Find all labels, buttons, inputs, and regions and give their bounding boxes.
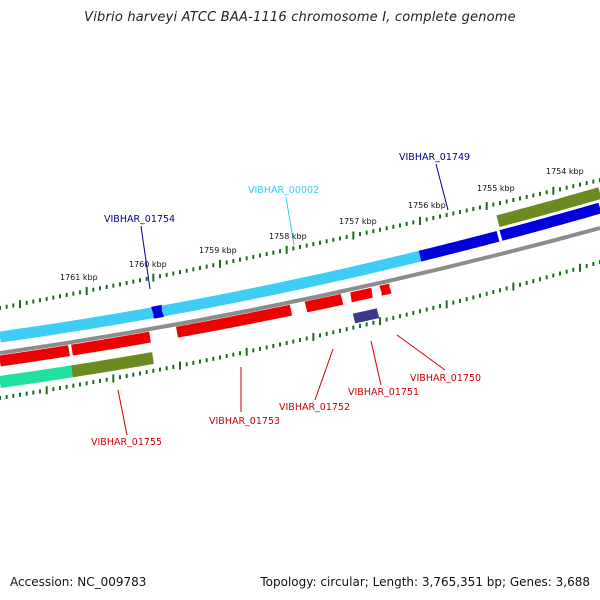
gene-vibhar-01755 <box>71 352 154 378</box>
gene-vibhar-01755-red <box>71 331 151 356</box>
scale-label-1761: 1761 kbp <box>60 273 98 282</box>
gene-label-vibhar-01750[interactable]: VIBHAR_01750 <box>410 373 481 384</box>
gene-label-vibhar-01754[interactable]: VIBHAR_01754 <box>104 214 175 225</box>
scale-label-1757: 1757 kbp <box>339 217 377 226</box>
tick-layer <box>0 178 600 400</box>
scale-label-1759: 1759 kbp <box>199 246 237 255</box>
gene-slate <box>352 308 380 324</box>
gene-left-red <box>0 345 70 367</box>
scale-label-1758: 1758 kbp <box>269 232 307 241</box>
chromosome-backbone <box>0 226 600 355</box>
leader-line-1 <box>285 196 295 246</box>
scale-label-1760: 1760 kbp <box>129 260 167 269</box>
scale-label-1754: 1754 kbp <box>546 167 584 176</box>
genome-summary-text: Topology: circular; Length: 3,765,351 bp… <box>260 575 590 589</box>
gene-vibhar-01749-b <box>499 202 600 241</box>
label-leader-layer <box>117 163 449 436</box>
leader-line-0 <box>140 225 151 290</box>
gene-label-vibhar-01749[interactable]: VIBHAR_01749 <box>399 152 470 163</box>
scale-label-1756: 1756 kbp <box>408 201 446 210</box>
gene-label-vibhar-01751[interactable]: VIBHAR_01751 <box>348 387 419 398</box>
gene-vibhar-01753 <box>176 304 293 338</box>
gene-label-vibhar-01755[interactable]: VIBHAR_01755 <box>91 437 162 448</box>
gene-olive-upper <box>496 187 600 228</box>
map-title: Vibrio harveyi ATCC BAA-1116 chromosome … <box>84 10 516 25</box>
leader-line-5 <box>314 348 334 401</box>
gene-vibhar-01754 <box>151 305 164 319</box>
gene-vibhar-00002 <box>0 250 422 343</box>
leader-line-6 <box>370 340 382 386</box>
gene-label-vibhar-01753[interactable]: VIBHAR_01753 <box>209 416 280 427</box>
leader-line-3 <box>117 389 128 436</box>
leader-line-7 <box>396 334 446 371</box>
gene-vibhar-01749-a <box>418 230 500 262</box>
gene-label-vibhar-01752[interactable]: VIBHAR_01752 <box>279 402 350 413</box>
gene-label-vibhar-00002[interactable]: VIBHAR_00002 <box>248 185 319 196</box>
gene-vibhar-01750 <box>379 283 392 296</box>
label-layer: 1761 kbp 1760 kbp 1759 kbp 1758 kbp 1757… <box>60 152 584 448</box>
feature-layer <box>0 187 600 388</box>
gene-vibhar-01752 <box>304 293 344 313</box>
scale-label-1755: 1755 kbp <box>477 184 515 193</box>
gene-teal <box>0 365 73 388</box>
leader-line-2 <box>435 163 449 211</box>
accession-text: Accession: NC_009783 <box>10 575 147 589</box>
gene-vibhar-01751 <box>350 287 373 303</box>
